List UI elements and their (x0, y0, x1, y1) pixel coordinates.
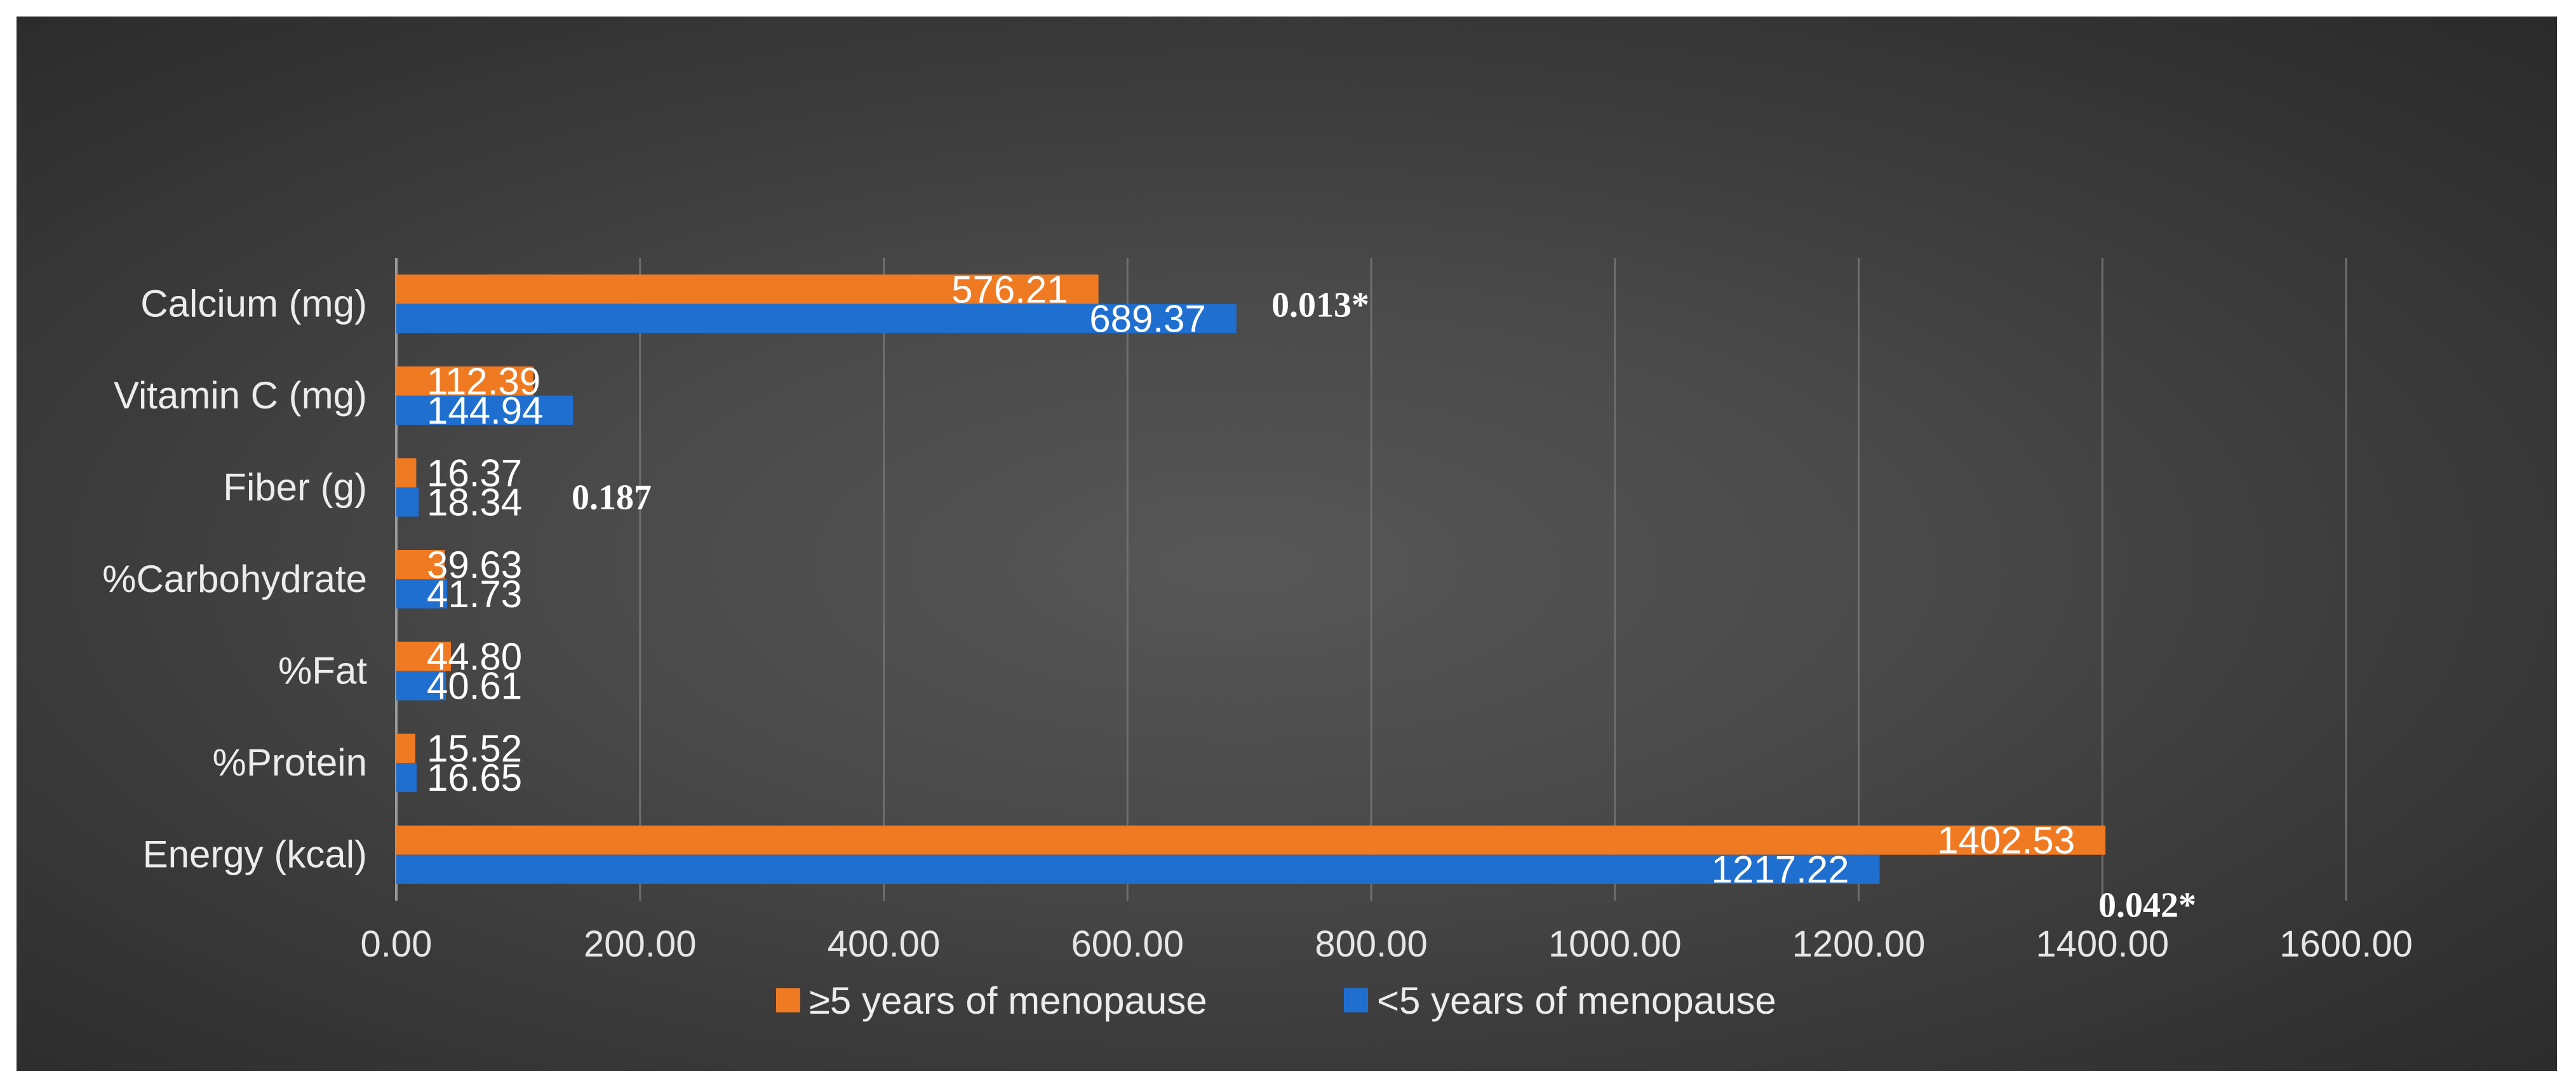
bar-lt5-years (396, 579, 448, 608)
bar-chart: 0.00 200.00 400.00 600.00 800.00 1000.00 1200.… (102, 258, 2413, 1022)
x-tick-label: 1600.00 (2279, 923, 2413, 965)
category-label: %Fat (278, 650, 367, 692)
bar-ge5-years (396, 274, 1099, 304)
data-label: 689.37 (1089, 297, 1206, 340)
x-tick-label: 800.00 (1315, 923, 1427, 965)
x-tick-label: 0.00 (361, 923, 433, 965)
p-value-annotation: 0.013* (1271, 285, 1369, 325)
chart-panel: 0.00 200.00 400.00 600.00 800.00 1000.00 1200.… (17, 17, 2557, 1071)
category-label: %Protein (213, 741, 367, 784)
data-label: 44.80 (427, 636, 522, 678)
data-label: 15.52 (427, 727, 522, 770)
legend-swatch (776, 988, 800, 1012)
data-label: 112.39 (427, 360, 540, 403)
bar-ge5-years (396, 734, 415, 763)
bar-lt5-years (396, 395, 574, 425)
bar-ge5-years (396, 458, 417, 488)
x-tick-label: 200.00 (584, 923, 696, 965)
category-label: Vitamin C (mg) (114, 374, 367, 417)
bar-lt5-years (396, 487, 419, 517)
data-label: 1402.53 (1937, 819, 2075, 862)
category-label: Fiber (g) (223, 466, 367, 508)
data-label: 1217.22 (1712, 849, 1849, 891)
data-label: 40.61 (427, 665, 522, 708)
data-label: 39.63 (427, 544, 522, 586)
bar-ge5-years (396, 641, 451, 671)
data-label: 16.65 (427, 756, 522, 799)
data-label: 41.73 (427, 573, 522, 615)
bar-ge5-years (396, 550, 445, 579)
data-label: 144.94 (427, 389, 544, 432)
data-label: 576.21 (951, 268, 1068, 311)
bar-ge5-years (396, 825, 2106, 855)
p-value-annotation: 0.187 (572, 478, 652, 517)
x-tick-label: 400.00 (828, 923, 940, 965)
bar-lt5-years (396, 763, 417, 793)
bar-lt5-years (396, 304, 1237, 333)
p-value-annotation: 0.042* (2098, 886, 2196, 925)
legend-label: <5 years of menopause (1377, 979, 1776, 1022)
data-label: 16.37 (427, 452, 522, 494)
category-label: %Carbohydrate (102, 558, 367, 600)
x-tick-label: 1200.00 (1792, 923, 1926, 965)
x-tick-label: 1000.00 (1548, 923, 1682, 965)
x-tick-label: 1400.00 (2036, 923, 2169, 965)
data-label: 18.34 (427, 481, 522, 523)
legend-label: ≥5 years of menopause (809, 979, 1207, 1022)
legend-swatch (1344, 988, 1368, 1012)
bar-ge5-years (396, 366, 533, 396)
bar-lt5-years (396, 671, 446, 701)
category-label: Energy (kcal) (143, 833, 367, 876)
x-tick-label: 600.00 (1071, 923, 1184, 965)
bar-lt5-years (396, 854, 1880, 884)
category-label: Calcium (mg) (140, 282, 367, 325)
